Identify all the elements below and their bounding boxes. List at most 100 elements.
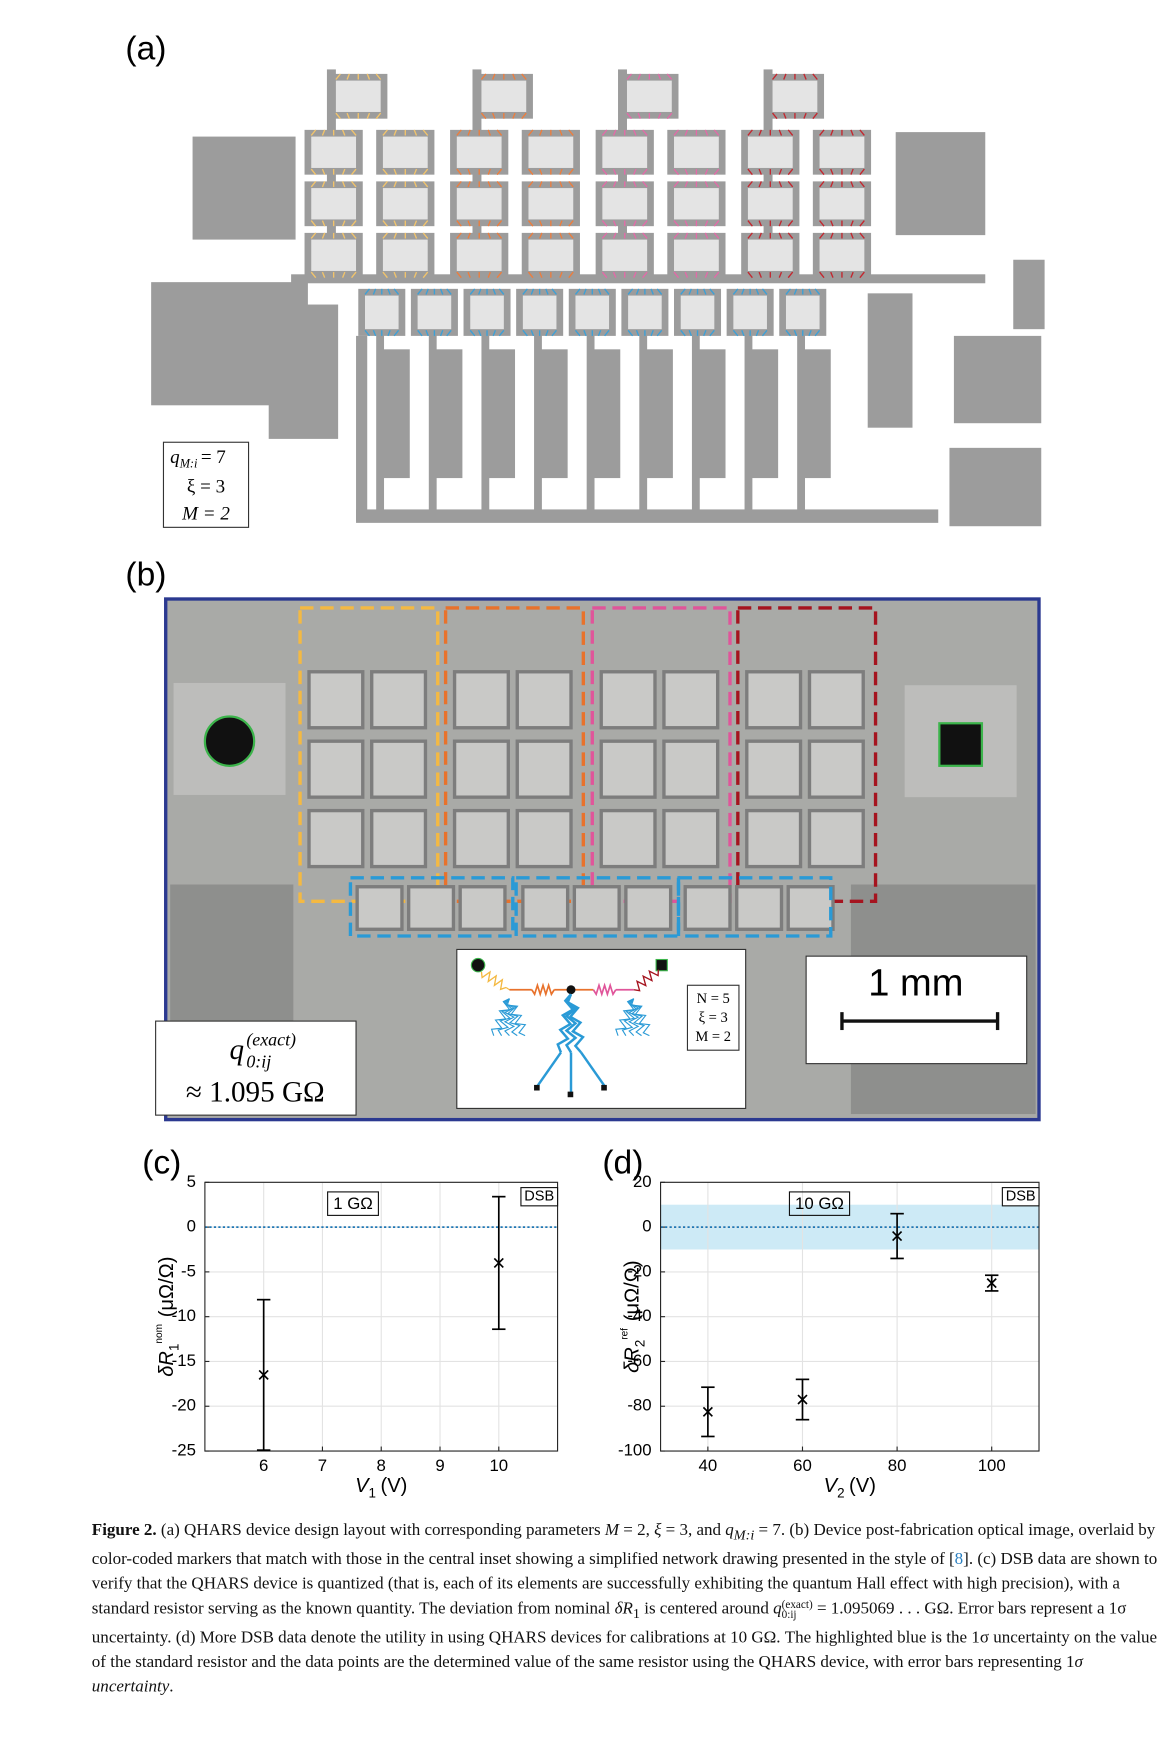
- caption-text: = 2,: [619, 1520, 654, 1539]
- hall-bar: [523, 296, 557, 330]
- caption-text: 1: [633, 1606, 640, 1622]
- parameter: = 7: [201, 447, 226, 468]
- hall-bar: [455, 741, 509, 797]
- hall-bar: [748, 240, 793, 271]
- contact-pad: [381, 349, 410, 478]
- hall-bar: [383, 137, 428, 168]
- hall-bar: [601, 811, 655, 867]
- hall-bar: [664, 741, 718, 797]
- hall-bar: [517, 672, 571, 728]
- hall-bar: [809, 672, 863, 728]
- hall-bar: [470, 296, 504, 330]
- hall-bar: [820, 137, 865, 168]
- y-axis-label: (μΩ/Ω): [622, 1260, 644, 1321]
- resistance: q: [230, 1034, 245, 1066]
- x-tick-label: 7: [318, 1456, 327, 1475]
- hall-bar: [457, 188, 502, 219]
- y-axis-label: ref: [619, 1328, 630, 1340]
- contact-pad: [896, 132, 986, 235]
- hall-bar: [311, 188, 356, 219]
- hall-bar: [575, 296, 609, 330]
- hall-bar: [372, 741, 426, 797]
- resistance: ≈ 1.095 GΩ: [186, 1077, 325, 1109]
- x-tick-label: 100: [978, 1456, 1006, 1475]
- hall-bar: [574, 887, 619, 930]
- contact-pad: [539, 349, 568, 478]
- caption-text: 0:ij: [782, 1608, 797, 1620]
- x-axis-label: 1: [369, 1485, 376, 1500]
- parameter: ξ = 3: [187, 477, 225, 498]
- panel-label: (b): [125, 556, 166, 593]
- hall-bar: [517, 741, 571, 797]
- parameter: q: [170, 447, 180, 468]
- hall-bar: [602, 188, 647, 219]
- page: qM:i= 7ξ = 3M = 2 1 mmq(exact)0:ij≈ 1.09…: [0, 0, 1170, 1758]
- contact-pad: [486, 349, 515, 478]
- caption-text: .: [169, 1677, 173, 1696]
- x-tick-label: 8: [377, 1456, 386, 1475]
- hall-bar: [528, 188, 573, 219]
- hall-bar: [309, 811, 363, 867]
- hall-bar: [788, 887, 833, 930]
- hall-bar: [733, 296, 767, 330]
- hall-bar: [747, 811, 801, 867]
- x-tick-label: 80: [888, 1456, 907, 1475]
- caption-text: is centered around: [640, 1599, 773, 1618]
- hall-bar: [309, 672, 363, 728]
- hall-bar: [455, 811, 509, 867]
- hall-bar: [627, 81, 672, 112]
- contact-pad: [696, 349, 725, 478]
- hall-bar: [460, 887, 505, 930]
- hall-bar: [383, 240, 428, 271]
- y-tick-label: -100: [618, 1440, 652, 1459]
- y-tick-label: 0: [642, 1217, 651, 1236]
- resistance: (exact): [246, 1029, 296, 1050]
- hall-bar: [773, 81, 818, 112]
- inset-param: ξ = 3: [699, 1010, 728, 1026]
- hall-bar: [602, 240, 647, 271]
- x-tick-label: 40: [699, 1456, 718, 1475]
- panel-b: 1 mmq(exact)0:ij≈ 1.095 GΩN = 5ξ = 3M = …: [156, 599, 1039, 1120]
- hall-bar: [457, 240, 502, 271]
- y-axis-label: δR2ref(μΩ/Ω): [619, 1260, 647, 1372]
- hall-bar: [747, 672, 801, 728]
- hall-bar: [820, 188, 865, 219]
- y-axis-label: nom: [154, 1324, 165, 1344]
- hall-bar: [457, 137, 502, 168]
- hall-bar: [626, 887, 671, 930]
- contact-pad: [868, 293, 913, 427]
- contact-pad: [193, 137, 296, 240]
- inset-param: M = 2: [695, 1029, 731, 1045]
- hall-bar: [809, 741, 863, 797]
- caption-text: (a) QHARS device design layout with corr…: [157, 1520, 605, 1539]
- hall-bar: [409, 887, 454, 930]
- figure: qM:i= 7ξ = 3M = 2 1 mmq(exact)0:ij≈ 1.09…: [0, 0, 1170, 1758]
- x-axis-label: V2(V): [824, 1475, 876, 1500]
- wire: [356, 336, 367, 521]
- hall-bar: [383, 188, 428, 219]
- contact-pad: [949, 448, 1041, 526]
- hall-bar: [628, 296, 662, 330]
- node: [567, 985, 576, 994]
- hall-bar: [336, 81, 381, 112]
- annotation: 1 GΩ: [333, 1194, 373, 1213]
- caption-text: M:i: [734, 1527, 754, 1543]
- source-node: [471, 958, 484, 971]
- y-axis-label: δR1nom(μΩ/Ω): [154, 1257, 182, 1377]
- caption-text: δR: [615, 1599, 633, 1618]
- hall-bar: [748, 137, 793, 168]
- wire: [356, 509, 938, 522]
- hall-bar: [786, 296, 820, 330]
- hall-bar: [311, 240, 356, 271]
- hall-bar: [357, 887, 402, 930]
- hall-bar: [481, 81, 526, 112]
- hall-bar: [523, 887, 568, 930]
- contact-pad: [433, 349, 462, 478]
- resistance: 0:ij: [246, 1052, 271, 1072]
- contact-pad: [644, 349, 673, 478]
- caption-text: = 3, and: [661, 1520, 725, 1539]
- y-tick-label: -5: [181, 1261, 196, 1280]
- y-axis-label: δR: [156, 1351, 178, 1377]
